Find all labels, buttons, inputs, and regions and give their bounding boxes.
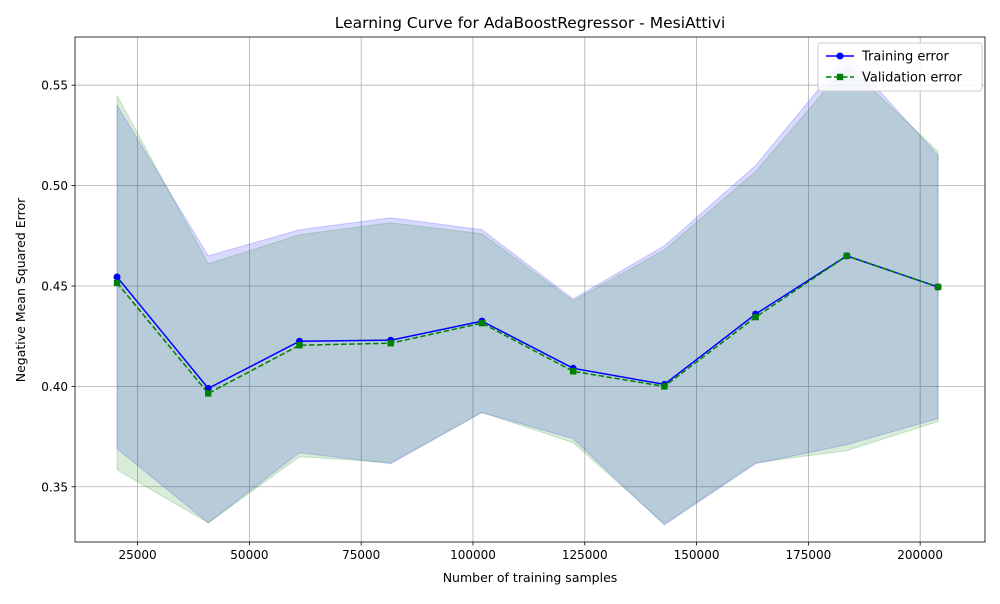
y-axis-label: Negative Mean Squared Error: [13, 197, 28, 382]
series-line-1: [116, 255, 939, 395]
x-tick-label: 125000: [562, 548, 608, 562]
data-point: [113, 279, 121, 287]
data-point: [387, 340, 394, 347]
x-tick-label: 100000: [450, 548, 496, 562]
plot-frame: [74, 36, 986, 543]
data-point: [478, 319, 486, 327]
confidence-bands: [116, 54, 939, 526]
confidence-band-1: [116, 64, 939, 525]
x-tick-label: 25000: [119, 548, 157, 562]
data-point: [113, 273, 121, 281]
series-line-0: [116, 255, 939, 390]
legend-label-1: Validation error: [862, 71, 962, 86]
x-tick-label: 50000: [230, 548, 268, 562]
data-point: [569, 368, 577, 375]
y-tick-label: 0.55: [41, 79, 68, 93]
legend-label-0: Training error: [861, 50, 950, 65]
x-tick-label: 150000: [674, 548, 720, 562]
chart-title: Learning Curve for AdaBoostRegressor - M…: [335, 14, 726, 32]
confidence-band-0: [116, 54, 939, 526]
y-tick-label: 0.40: [41, 380, 68, 394]
y-tick-label: 0.35: [41, 480, 68, 494]
legend-marker: [836, 73, 844, 81]
x-tick-label: 75000: [342, 548, 380, 562]
legend-box: [817, 42, 983, 92]
data-point: [296, 342, 303, 349]
x-tick-label: 200000: [897, 548, 943, 562]
series-lines: [113, 252, 942, 397]
legend-marker: [836, 52, 844, 60]
data-point: [843, 252, 851, 260]
x-axis-ticks: 25000 50000 75000 100000 125000 150000 175000 2…: [119, 542, 943, 562]
x-axis-label: Number of training samples: [443, 570, 618, 585]
legend: Training error Validation error: [817, 42, 983, 92]
x-tick-label: 175000: [785, 548, 831, 562]
y-tick-label: 0.45: [41, 279, 68, 293]
data-point: [205, 390, 212, 397]
y-tick-label: 0.50: [41, 179, 68, 193]
y-axis-ticks: 0.35 0.40 0.45 0.50 0.55: [41, 79, 75, 494]
axes-frame: [74, 36, 986, 543]
data-point: [661, 383, 668, 390]
data-point: [934, 283, 942, 291]
data-point: [752, 313, 759, 321]
grid: [75, 37, 985, 542]
